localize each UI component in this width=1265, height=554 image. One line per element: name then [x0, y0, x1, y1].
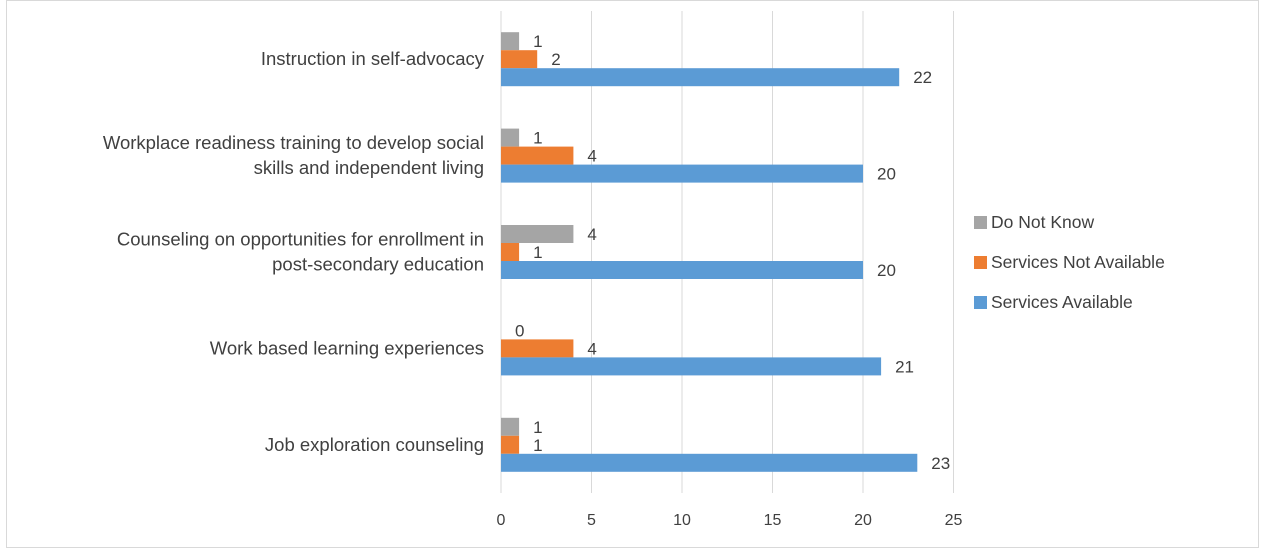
category-label: skills and independent living	[254, 157, 484, 178]
data-label: 23	[931, 454, 950, 473]
x-tick-label: 15	[764, 512, 782, 529]
legend-label: Services Not Available	[991, 252, 1165, 272]
legend-swatch	[974, 296, 987, 309]
bar-services-not-available	[501, 50, 538, 69]
bar-do-not-know	[501, 417, 520, 436]
chart-frame: 1 2 22 1 4 20 4 1 20 0 4 21 1 1 23 Instruction in self…	[6, 0, 1259, 548]
category-label: Workplace readiness training to develop …	[103, 132, 484, 153]
bar-services-not-available	[501, 435, 520, 454]
bar-do-not-know	[501, 225, 574, 243]
bars	[501, 32, 918, 472]
data-label: 1	[533, 436, 542, 455]
data-label: 4	[587, 147, 596, 166]
category-labels: Instruction in self-advocacy Workplace re…	[103, 48, 485, 455]
legend-swatch	[974, 256, 987, 269]
legend-swatch	[974, 216, 987, 229]
data-label: 1	[533, 32, 542, 51]
bar-services-available	[501, 453, 918, 472]
category-label: Instruction in self-advocacy	[261, 48, 485, 69]
x-tick-label: 5	[587, 512, 596, 529]
bar-services-available	[501, 68, 900, 87]
data-label: 1	[533, 243, 542, 262]
data-label: 4	[587, 339, 596, 358]
x-axis-ticks: 0 5 10 15 20 25	[497, 512, 963, 529]
data-label: 20	[877, 165, 896, 184]
data-label: 22	[913, 68, 932, 87]
data-label: 21	[895, 357, 914, 376]
bar-do-not-know	[501, 128, 520, 147]
category-label: Job exploration counseling	[265, 434, 484, 455]
data-label: 4	[587, 225, 596, 244]
legend-label: Services Available	[991, 292, 1133, 312]
bar-services-not-available	[501, 146, 574, 165]
bar-services-available	[501, 261, 863, 279]
category-label: Work based learning experiences	[210, 337, 484, 358]
bar-services-available	[501, 357, 882, 376]
bar-do-not-know	[501, 32, 520, 51]
data-label: 2	[551, 50, 560, 69]
x-tick-label: 0	[497, 512, 506, 529]
data-label: 0	[515, 321, 524, 340]
x-tick-label: 10	[673, 512, 691, 529]
data-label: 1	[533, 418, 542, 437]
category-label: Counseling on opportunities for enrollme…	[117, 229, 484, 250]
x-tick-label: 25	[945, 512, 963, 529]
bar-services-not-available	[501, 339, 574, 358]
x-tick-label: 20	[854, 512, 872, 529]
data-label: 20	[877, 261, 896, 280]
category-label: post-secondary education	[272, 254, 484, 275]
data-label: 1	[533, 129, 542, 148]
gridlines	[500, 11, 954, 493]
bar-services-available	[501, 164, 863, 183]
legend-label: Do Not Know	[991, 212, 1094, 232]
bar-services-not-available	[501, 243, 520, 261]
legend: Do Not Know Services Not Available Service…	[974, 212, 1165, 312]
